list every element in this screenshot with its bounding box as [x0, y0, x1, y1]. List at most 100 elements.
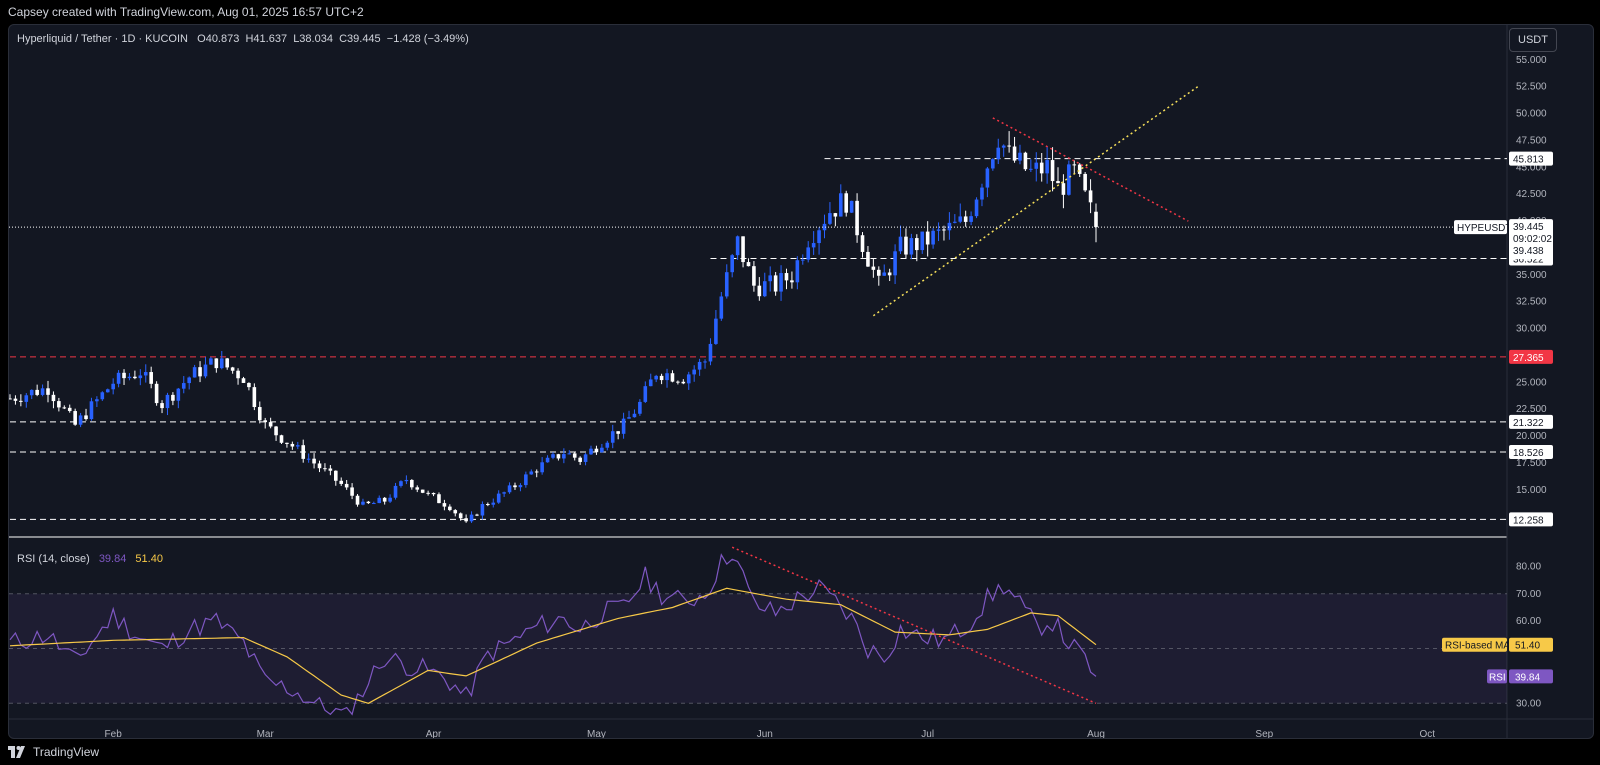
candle-body	[768, 275, 772, 282]
candle-body	[366, 501, 371, 504]
candle-body	[388, 497, 392, 502]
candle-body	[274, 426, 278, 436]
rsi-name-tag	[1487, 669, 1507, 684]
candle-body	[295, 445, 300, 447]
candle-body	[958, 216, 963, 222]
price-axis-tick: 20.000	[1516, 431, 1547, 442]
candle-body	[219, 358, 224, 369]
rsi-ma-value-tag	[1509, 637, 1553, 652]
candle-body	[670, 373, 675, 382]
candle-body	[1088, 190, 1093, 203]
candle-body	[442, 503, 447, 507]
candle-body	[230, 367, 235, 371]
candle-body	[610, 431, 615, 443]
candle-body	[344, 483, 349, 488]
candle-body	[627, 417, 631, 419]
price-axis-tick: 22.500	[1516, 404, 1547, 415]
candle-body	[1083, 173, 1087, 191]
ohlc-high: H41.637	[245, 33, 288, 45]
candle-body	[974, 199, 979, 217]
candle-body	[67, 407, 72, 412]
symbol-legend: Hyperliquid / Tether · 1D · KUCOIN O40.8…	[17, 33, 469, 45]
candle-body	[105, 389, 110, 393]
candle-body	[643, 386, 648, 402]
candle-body	[306, 458, 311, 460]
candle-body	[404, 479, 409, 482]
candle-body	[915, 238, 919, 251]
candle-body	[991, 159, 995, 169]
tradingview-logo[interactable]: TradingView	[8, 739, 99, 765]
ohlc-open: O40.873	[197, 33, 240, 45]
candle-body	[665, 373, 669, 381]
rsi-ma-name-tag	[1442, 637, 1507, 652]
candle-body	[154, 383, 159, 404]
candle-body	[936, 229, 941, 231]
candle-body	[985, 168, 990, 188]
candle-body	[160, 403, 164, 409]
candle-body	[1029, 168, 1033, 170]
candle-body	[268, 422, 273, 427]
candle-body	[46, 388, 50, 395]
candle-body	[1001, 145, 1006, 148]
candle-body	[496, 493, 501, 503]
symbol-title[interactable]: Hyperliquid / Tether · 1D · KUCOIN	[17, 33, 188, 45]
last-price-tag	[1509, 219, 1553, 260]
candle-body	[811, 243, 816, 248]
rsi-axis-tick: 30.00	[1516, 698, 1541, 709]
rsi-axis-tick: 80.00	[1516, 561, 1541, 572]
candle-body	[513, 485, 517, 488]
candlestick-chart[interactable]: 55.00052.50050.00047.50045.00042.50040.0…	[9, 25, 1594, 739]
candle-body	[708, 343, 713, 362]
price-level-label: 27.365	[1513, 353, 1544, 364]
candle-body	[562, 454, 566, 459]
candle-body	[719, 296, 724, 319]
candle-body	[855, 200, 859, 236]
candle-body	[583, 454, 588, 462]
candle-body	[84, 415, 88, 420]
candle-body	[518, 485, 523, 488]
candle-body	[1050, 160, 1055, 182]
candle-body	[605, 442, 610, 448]
candle-body	[1072, 164, 1077, 166]
candle-body	[252, 387, 257, 408]
rsi-trendline[interactable]	[731, 546, 1097, 704]
candle-body	[534, 471, 539, 473]
trendline[interactable]	[872, 85, 1200, 317]
candle-body	[399, 481, 403, 486]
candle-body	[301, 445, 306, 459]
candle-body	[138, 375, 143, 379]
candle-body	[181, 383, 186, 389]
candle-body	[545, 457, 550, 463]
rsi-legend-label[interactable]: RSI (14, close)	[17, 553, 90, 565]
rsi-legend: RSI (14, close) 39.84 51.40	[17, 553, 163, 565]
ohlc-close: C39.445	[339, 33, 381, 45]
time-axis-tick: Aug	[1087, 729, 1105, 739]
candle-body	[464, 518, 468, 522]
rsi-line[interactable]	[9, 553, 1097, 716]
candle-body	[1061, 183, 1066, 195]
price-level-tag	[1509, 349, 1553, 364]
candle-body	[616, 431, 620, 434]
trendline[interactable]	[992, 117, 1189, 222]
currency-button[interactable]: USDT	[1509, 28, 1557, 52]
candle-body	[323, 468, 327, 470]
tradingview-icon	[8, 746, 25, 758]
candle-body	[350, 487, 354, 496]
candle-body	[116, 372, 121, 384]
candle-body	[420, 489, 425, 493]
candle-body	[600, 447, 604, 453]
symbol-tag	[1454, 220, 1507, 235]
time-axis-tick: Mar	[257, 729, 275, 739]
candle-body	[57, 401, 61, 408]
price-axis-tick: 55.000	[1516, 55, 1547, 66]
rsi-ma-line[interactable]	[9, 587, 1097, 704]
rsi-value: 39.84	[1515, 672, 1540, 683]
price-axis-tick: 35.000	[1516, 270, 1547, 281]
candle-body	[817, 230, 821, 244]
candle-body	[40, 388, 45, 395]
chart-frame: 55.00052.50050.00047.50045.00042.50040.0…	[8, 24, 1594, 739]
candle-body	[78, 415, 83, 425]
candle-body	[632, 413, 637, 418]
candle-body	[1067, 164, 1071, 195]
last-price-countdown: 09:02:02	[1513, 234, 1552, 245]
